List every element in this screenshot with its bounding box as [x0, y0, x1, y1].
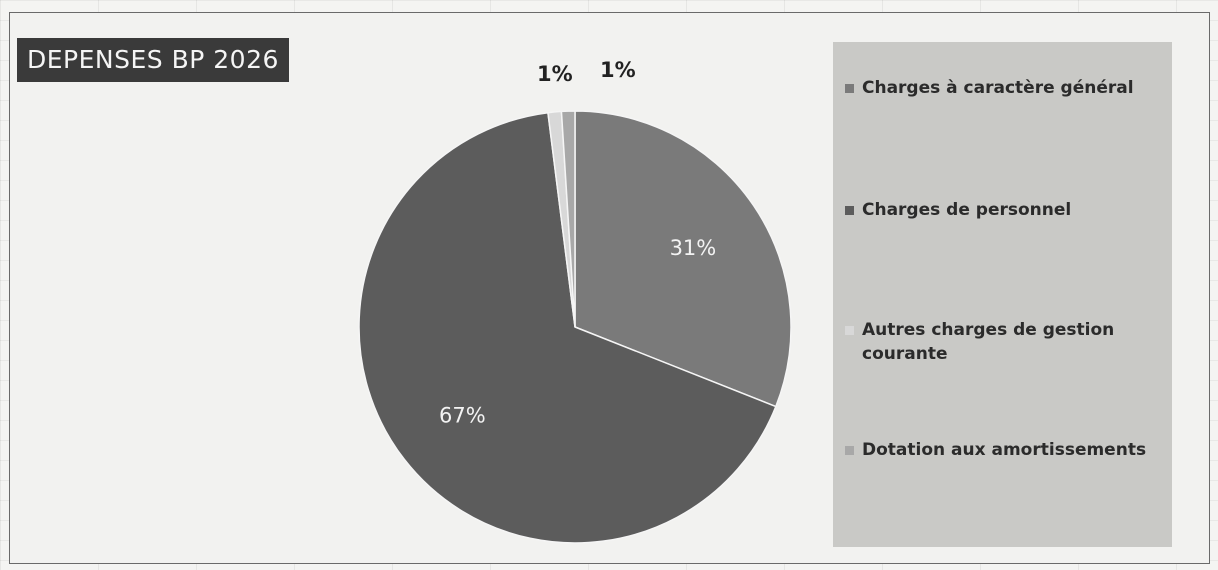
legend-item-autres-charges: Autres charges de gestion courante	[845, 318, 1145, 366]
data-label-slice-4: 1%	[600, 58, 636, 82]
chart-title: DEPENSES BP 2026	[17, 38, 289, 82]
data-label-slice-3: 1%	[537, 62, 573, 86]
pie-inside-labels: 31% 67%	[439, 236, 716, 428]
legend-label: Charges de personnel	[862, 200, 1072, 220]
legend-swatch-2	[845, 206, 854, 215]
legend[interactable]	[833, 42, 1172, 547]
data-label-slice-1: 31%	[670, 236, 717, 260]
legend-swatch-3	[845, 326, 854, 335]
legend-label: Charges à caractère général	[862, 78, 1134, 98]
legend-swatch-1	[845, 84, 854, 93]
legend-label: Dotation aux amortissements	[862, 440, 1147, 460]
legend-item-dotation-amortissements: Dotation aux amortissements	[845, 438, 1165, 462]
pie-slices	[358, 110, 792, 544]
pie-slice-4[interactable]	[560, 110, 576, 328]
pie-slice-2[interactable]	[358, 111, 777, 544]
data-label-slice-2: 67%	[439, 403, 486, 427]
legend-swatch-4	[845, 446, 854, 455]
pie-slice-1[interactable]	[574, 110, 792, 408]
legend-label: Autres charges de gestion courante	[862, 320, 1115, 364]
legend-item-charges-personnel: Charges de personnel	[845, 198, 1165, 222]
legend-item-charges-caractere-general: Charges à caractère général	[845, 76, 1165, 100]
